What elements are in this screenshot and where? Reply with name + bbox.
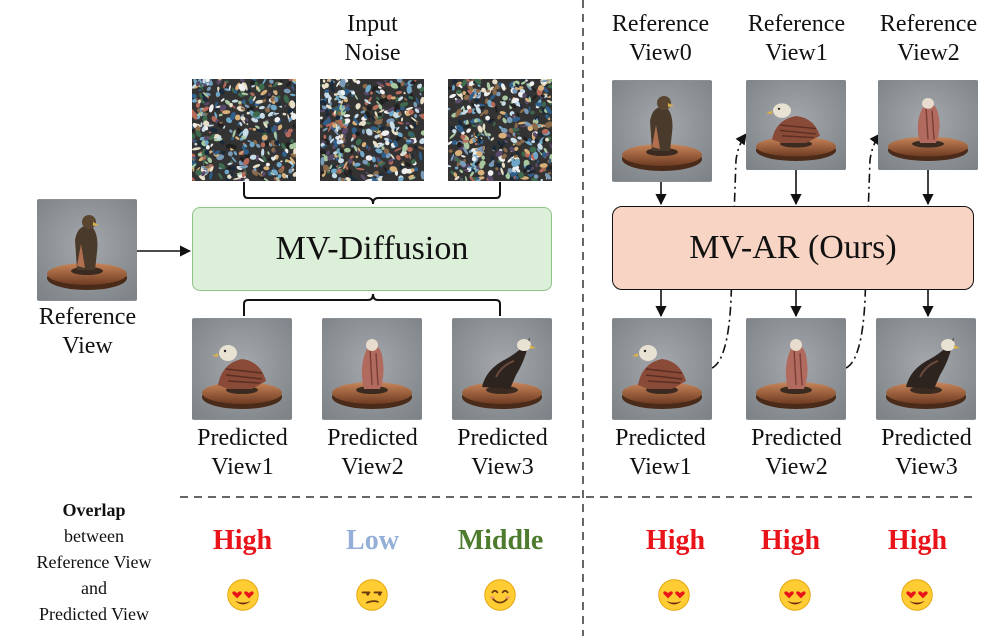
overlap-high: High (760, 525, 821, 556)
predicted-view-label: Predicted View1 (197, 425, 288, 480)
heart-eyes-emoji-icon (226, 578, 260, 612)
reference-view-image (612, 80, 712, 182)
predicted-view-image (612, 318, 712, 420)
overlap-middle: Middle (457, 525, 544, 556)
predicted-view-label: Predicted View2 (327, 425, 418, 480)
predicted-view-image (192, 318, 292, 420)
noise-brace (243, 182, 501, 205)
mv-diffusion-label: MV-Diffusion (275, 230, 469, 267)
noise-image (448, 79, 552, 181)
predicted-view-image (746, 318, 846, 420)
overlap-low: Low (346, 525, 399, 556)
reference-view-image (878, 80, 978, 170)
predicted-view-label: Predicted View3 (457, 425, 548, 480)
prediction-brace (243, 293, 501, 316)
reference-view-image (37, 199, 137, 301)
heart-eyes-emoji-icon (657, 578, 691, 612)
predicted-view-label: Predicted View2 (751, 425, 842, 480)
reference-view-label: Reference View (38, 304, 137, 359)
reference-view-label: Reference View0 (611, 11, 710, 66)
overlap-high: High (212, 525, 273, 556)
predicted-view-label: Predicted View1 (615, 425, 706, 480)
predicted-view-label: Predicted View3 (881, 425, 972, 480)
heart-eyes-emoji-icon (900, 578, 934, 612)
unamused-emoji-icon (355, 578, 389, 612)
predicted-view-image (876, 318, 976, 420)
noise-image (192, 79, 296, 181)
heart-eyes-emoji-icon (778, 578, 812, 612)
reference-view-image (746, 80, 846, 170)
reference-view-label: Reference View1 (747, 11, 846, 66)
predicted-view-image (452, 318, 552, 420)
overlap-high: High (887, 525, 948, 556)
smiling-emoji-icon (483, 578, 517, 612)
overlap-caption: Overlap between Reference View and Predi… (36, 500, 152, 625)
input-noise-label: Input Noise (344, 11, 401, 66)
mv-ar-box: MV-AR (Ours) (612, 206, 974, 290)
reference-view-label: Reference View2 (879, 11, 978, 66)
overlap-high: High (645, 525, 706, 556)
mv-diffusion-box: MV-Diffusion (192, 207, 552, 291)
predicted-view-image (322, 318, 422, 420)
noise-image (320, 79, 424, 181)
mv-ar-label: MV-AR (Ours) (689, 229, 897, 266)
